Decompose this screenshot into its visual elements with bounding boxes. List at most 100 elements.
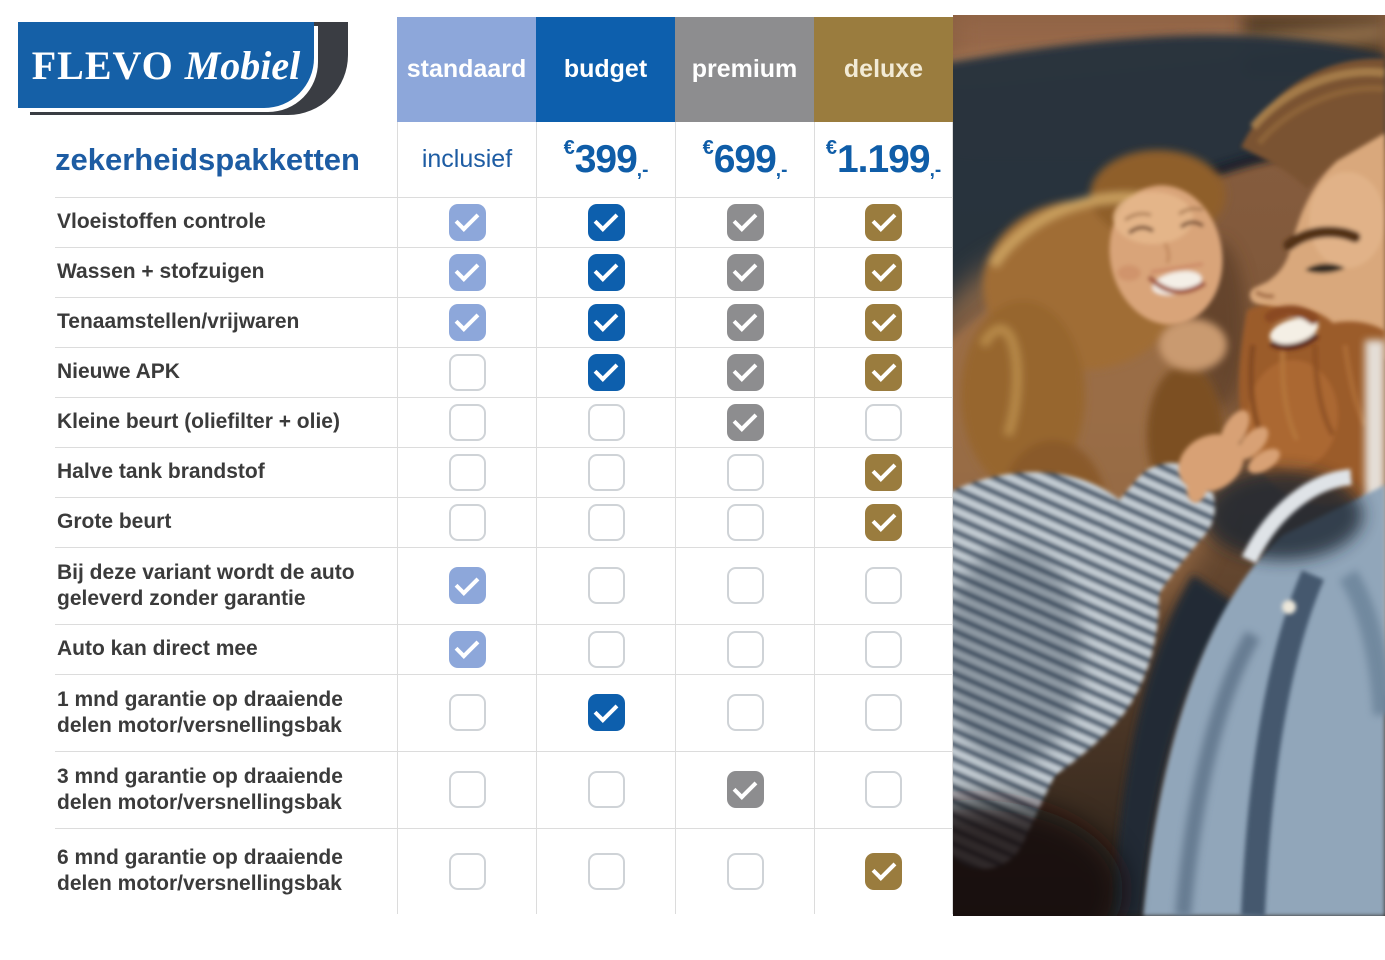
checkbox-unchecked <box>448 694 486 731</box>
check-cell-deluxe <box>814 674 953 751</box>
table-row: 6 mnd garantie op draaiende delen motor/… <box>0 828 953 914</box>
check-cell-standaard <box>397 197 536 247</box>
table-row: Tenaamstellen/vrijwaren <box>0 297 953 347</box>
checkbox-unchecked <box>448 453 486 491</box>
checkbox-checked-icon <box>448 303 486 341</box>
checkbox-unchecked <box>587 771 625 808</box>
price-cell-premium: €699 ,- <box>675 122 814 197</box>
price-suffix: ,- <box>929 160 942 181</box>
feature-label: 6 mnd garantie op draaiende delen motor/… <box>57 846 343 895</box>
price-suffix: ,- <box>775 160 788 181</box>
check-cell-premium <box>675 397 814 447</box>
header-spacer <box>0 17 397 122</box>
price-inclusief-label: inclusief <box>421 145 513 173</box>
package-table: standaard budget premium deluxe zekerheidsp… <box>0 17 953 914</box>
check-cell-deluxe <box>814 447 953 497</box>
checkbox-checked-icon <box>587 203 625 241</box>
check-cell-deluxe <box>814 547 953 624</box>
feature-label: Bij deze variant wordt de auto geleverd … <box>57 560 355 610</box>
euro-sign: € <box>563 137 575 159</box>
feature-rows: Vloeistoffen controle Wassen + stofzuigen… <box>0 197 953 914</box>
table-row: Bij deze variant wordt de auto geleverd … <box>0 547 953 624</box>
check-cell-deluxe <box>814 197 953 247</box>
price-suffix: ,- <box>636 160 649 181</box>
checkbox-checked-icon <box>865 303 902 341</box>
euro-sign: € <box>702 137 714 159</box>
plan-header-deluxe: deluxe <box>814 17 953 122</box>
check-cell-deluxe <box>814 397 953 447</box>
table-row: Halve tank brandstof <box>0 447 953 497</box>
checkbox-unchecked <box>726 694 764 731</box>
check-cell-standaard <box>397 674 536 751</box>
table-row: Wassen + stofzuigen <box>0 247 953 297</box>
plan-header-row: standaard budget premium deluxe <box>0 17 953 122</box>
couple-photo-illustration <box>953 15 1385 916</box>
feature-label: 3 mnd garantie op draaiende delen motor/… <box>57 764 343 814</box>
checkbox-checked-icon <box>865 253 902 291</box>
checkbox-unchecked <box>726 852 764 890</box>
brand-name-primary: FLEVO <box>31 42 174 88</box>
check-cell-budget <box>536 447 675 497</box>
feature-label: Grote beurt <box>57 510 172 533</box>
check-cell-standaard <box>397 297 536 347</box>
checkbox-unchecked <box>587 567 625 604</box>
checkbox-checked-icon <box>448 253 486 291</box>
checkbox-unchecked <box>865 403 902 441</box>
check-cell-premium <box>675 674 814 751</box>
checkbox-unchecked <box>865 771 902 808</box>
checkbox-checked-icon <box>865 203 902 241</box>
checkbox-checked-icon <box>726 303 764 341</box>
table-row: Grote beurt <box>0 497 953 547</box>
check-cell-standaard <box>397 347 536 397</box>
check-cell-premium <box>675 197 814 247</box>
check-cell-standaard <box>397 397 536 447</box>
plan-header-premium: premium <box>675 17 814 122</box>
table-row: Kleine beurt (oliefilter + olie) <box>0 397 953 447</box>
check-cell-budget <box>536 397 675 447</box>
check-cell-budget <box>536 828 675 914</box>
checkbox-unchecked <box>448 503 486 541</box>
check-cell-budget <box>536 751 675 828</box>
price-amount: 399 <box>574 137 638 181</box>
check-cell-premium <box>675 828 814 914</box>
checkbox-unchecked <box>587 453 625 491</box>
table-row: 3 mnd garantie op draaiende delen motor/… <box>0 751 953 828</box>
checkbox-checked-icon <box>865 353 902 391</box>
checkbox-checked-icon <box>587 253 625 291</box>
check-cell-premium <box>675 447 814 497</box>
feature-label: Auto kan direct mee <box>57 637 258 660</box>
brand-logo: FLEVO Mobiel <box>18 22 314 108</box>
check-cell-standaard <box>397 497 536 547</box>
checkbox-checked-icon <box>726 771 764 808</box>
plan-headers: standaard budget premium deluxe <box>397 17 953 122</box>
check-cell-premium <box>675 247 814 297</box>
price-cells: inclusief €399 ,- €699 ,- €1.199 ,- <box>397 122 953 197</box>
checkbox-unchecked <box>587 852 625 890</box>
checkbox-unchecked <box>587 630 625 668</box>
check-cell-budget <box>536 547 675 624</box>
check-cell-deluxe <box>814 624 953 674</box>
checkbox-checked-icon <box>865 453 902 491</box>
plan-header-standaard: standaard <box>397 17 536 122</box>
checkbox-checked-icon <box>726 403 764 441</box>
checkbox-checked-icon <box>865 852 902 890</box>
check-cell-standaard <box>397 624 536 674</box>
checkbox-checked-icon <box>587 303 625 341</box>
price-amount: 699 <box>713 137 777 181</box>
checkbox-checked-icon <box>448 203 486 241</box>
check-cell-budget <box>536 247 675 297</box>
feature-label: Wassen + stofzuigen <box>57 260 265 283</box>
table-row: Vloeistoffen controle <box>0 197 953 247</box>
check-cell-standaard <box>397 547 536 624</box>
check-cell-standaard <box>397 447 536 497</box>
table-row: 1 mnd garantie op draaiende delen motor/… <box>0 674 953 751</box>
check-cell-deluxe <box>814 497 953 547</box>
checkbox-checked-icon <box>587 694 625 731</box>
page-title: zekerheidspakketten <box>55 141 360 177</box>
checkbox-unchecked <box>448 771 486 808</box>
check-cell-premium <box>675 347 814 397</box>
price-amount: 1.199 <box>836 137 931 181</box>
checkbox-checked-icon <box>587 353 625 391</box>
checkbox-unchecked <box>448 353 486 391</box>
checkbox-checked-icon <box>726 353 764 391</box>
